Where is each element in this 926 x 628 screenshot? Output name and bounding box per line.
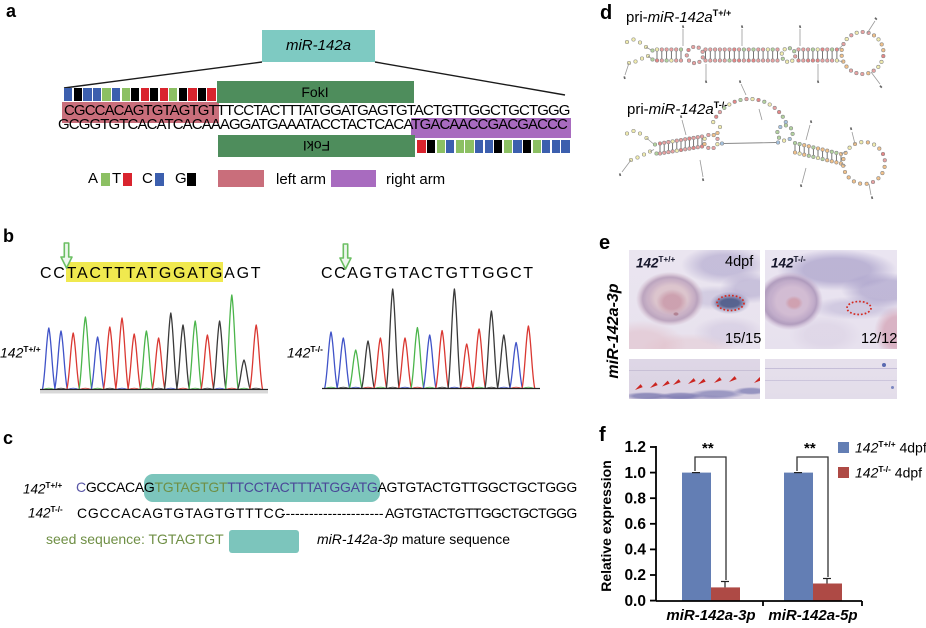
svg-text:0.0: 0.0 <box>624 593 646 610</box>
svg-text:0.8: 0.8 <box>624 491 646 508</box>
svg-text:0.2: 0.2 <box>624 567 646 584</box>
svg-text:miR-142a-3p: miR-142a-3p <box>666 607 755 624</box>
svg-text:0.6: 0.6 <box>624 516 646 533</box>
svg-text:miR-142a-5p: miR-142a-5p <box>768 607 857 624</box>
svg-text:1.2: 1.2 <box>624 439 646 456</box>
svg-text:**: ** <box>804 440 816 457</box>
svg-text:1.0: 1.0 <box>624 465 646 482</box>
svg-text:0.4: 0.4 <box>624 542 646 559</box>
svg-text:**: ** <box>702 440 714 457</box>
